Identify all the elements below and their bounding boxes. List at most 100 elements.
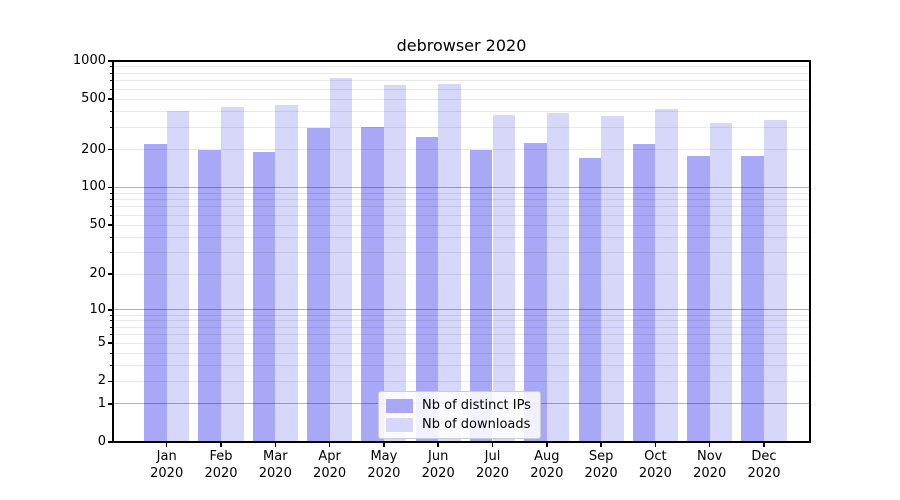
x-tick bbox=[220, 443, 222, 447]
x-tick bbox=[708, 443, 711, 447]
bar-downloads-oct bbox=[655, 108, 678, 442]
gridline-minor bbox=[113, 380, 810, 382]
gridline-minor bbox=[113, 80, 810, 82]
axis-spine-right bbox=[809, 60, 811, 443]
gridline-minor bbox=[113, 365, 810, 367]
y-minor-tick bbox=[109, 314, 112, 316]
y-minor-tick bbox=[109, 206, 112, 208]
y-minor-tick bbox=[109, 192, 112, 194]
gridline-minor bbox=[113, 110, 810, 112]
gridline-major bbox=[113, 309, 810, 311]
y-tick-label: 200 bbox=[81, 141, 106, 157]
y-tick-label: 100 bbox=[81, 179, 106, 195]
gridline-minor bbox=[113, 206, 810, 208]
x-tick bbox=[437, 443, 439, 447]
y-tick bbox=[108, 273, 112, 275]
gridline-minor bbox=[113, 192, 810, 194]
legend-label-distinct-ips: Nb of distinct IPs bbox=[422, 398, 531, 413]
bar-distinct-ips-apr bbox=[307, 128, 330, 442]
x-tick bbox=[328, 443, 331, 447]
bar-distinct-ips-feb bbox=[198, 150, 221, 442]
bar-distinct-ips-sep bbox=[578, 158, 602, 442]
bar-distinct-ips-nov bbox=[687, 155, 710, 442]
bar-distinct-ips-may bbox=[361, 127, 384, 442]
bar-distinct-ips-mar bbox=[252, 152, 276, 442]
y-tick-label: 0 bbox=[97, 434, 106, 449]
x-tick-label: Jan 2020 bbox=[150, 449, 184, 481]
y-tick-label: 50 bbox=[89, 217, 106, 233]
x-tick bbox=[383, 443, 385, 447]
y-minor-tick bbox=[109, 66, 112, 68]
y-tick bbox=[108, 441, 112, 443]
legend-item-downloads: Nb of downloads bbox=[386, 417, 531, 432]
y-tick-label: 20 bbox=[89, 266, 106, 282]
x-tick-label: Jun 2020 bbox=[421, 449, 455, 481]
x-tick bbox=[600, 443, 602, 447]
x-tick-label: Nov 2020 bbox=[693, 449, 727, 481]
y-minor-tick bbox=[109, 88, 112, 90]
y-minor-tick bbox=[109, 326, 112, 328]
axis-spine-left bbox=[112, 60, 114, 443]
y-minor-tick bbox=[109, 252, 112, 254]
y-minor-tick bbox=[109, 236, 112, 238]
gridline-minor bbox=[113, 66, 810, 68]
bar-distinct-ips-aug bbox=[524, 142, 547, 442]
x-tick bbox=[165, 443, 168, 447]
y-tick bbox=[108, 186, 112, 189]
bar-downloads-sep bbox=[601, 116, 624, 442]
gridline-minor bbox=[113, 320, 810, 322]
bar-downloads-mar bbox=[275, 104, 298, 442]
x-tick-label: Dec 2020 bbox=[747, 449, 781, 481]
y-tick-label: 1 bbox=[97, 395, 106, 411]
plot-area bbox=[113, 61, 810, 442]
legend-item-distinct-ips: Nb of distinct IPs bbox=[386, 398, 531, 413]
y-minor-tick bbox=[109, 320, 112, 322]
gridline-minor bbox=[113, 98, 810, 100]
bar-distinct-ips-dec bbox=[741, 155, 764, 442]
bar-downloads-apr bbox=[329, 78, 353, 442]
x-tick bbox=[274, 443, 277, 447]
x-tick bbox=[763, 443, 765, 447]
axis-spine-top bbox=[112, 60, 811, 62]
x-tick-label: Aug 2020 bbox=[530, 449, 564, 481]
gridline-minor bbox=[113, 314, 810, 316]
y-tick-label: 2 bbox=[97, 373, 106, 389]
legend-swatch-distinct-ips bbox=[386, 398, 413, 413]
gridline-minor bbox=[113, 72, 810, 74]
bar-distinct-ips-jan bbox=[144, 144, 167, 442]
gridline-minor bbox=[113, 273, 810, 275]
bar-downloads-may bbox=[383, 85, 407, 442]
bar-downloads-jul bbox=[492, 114, 516, 442]
y-tick bbox=[108, 60, 112, 62]
x-tick-label: Feb 2020 bbox=[204, 449, 238, 481]
gridline-minor bbox=[113, 236, 810, 238]
y-minor-tick bbox=[109, 110, 112, 112]
legend: Nb of distinct IPs Nb of downloads bbox=[378, 391, 541, 439]
x-tick-label: Sep 2020 bbox=[584, 449, 618, 481]
y-minor-tick bbox=[109, 80, 112, 82]
chart-title: debrowser 2020 bbox=[396, 36, 527, 55]
y-tick-label: 1000 bbox=[72, 53, 106, 68]
gridline-minor bbox=[113, 199, 810, 201]
y-minor-tick bbox=[109, 334, 112, 336]
y-tick bbox=[108, 403, 112, 405]
y-tick bbox=[108, 224, 112, 226]
y-minor-tick bbox=[109, 199, 112, 201]
x-tick-label: Mar 2020 bbox=[258, 449, 292, 481]
bar-downloads-nov bbox=[709, 123, 733, 442]
x-tick-label: May 2020 bbox=[367, 449, 401, 481]
y-minor-tick bbox=[109, 126, 112, 128]
x-tick bbox=[654, 443, 657, 447]
y-tick-label: 5 bbox=[97, 335, 106, 351]
bar-distinct-ips-oct bbox=[632, 143, 656, 442]
bar-downloads-aug bbox=[546, 112, 570, 442]
gridline-minor bbox=[113, 149, 810, 151]
x-tick-label: Apr 2020 bbox=[313, 449, 347, 481]
gridline-minor bbox=[113, 252, 810, 254]
bar-downloads-dec bbox=[764, 119, 787, 442]
y-minor-tick bbox=[109, 72, 112, 74]
x-tick-label: Jul 2020 bbox=[475, 449, 510, 481]
gridline-minor bbox=[113, 342, 810, 344]
bar-downloads-feb bbox=[221, 107, 244, 442]
